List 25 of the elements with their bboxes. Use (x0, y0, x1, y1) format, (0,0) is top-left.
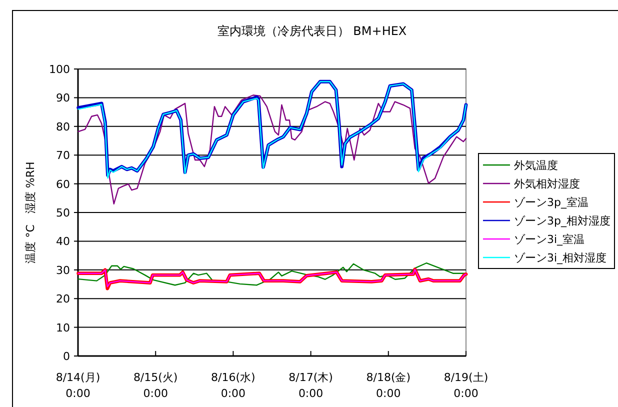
y-tick-label: 0 (63, 350, 70, 363)
y-tick-label: 70 (56, 149, 70, 162)
x-tick-label: 8/16(水) 0:00 (211, 371, 256, 400)
x-tick-label: 8/17(木) 0:00 (288, 371, 333, 400)
y-tick-label: 50 (56, 206, 70, 220)
legend-label: 外気温度 (514, 159, 558, 172)
x-tick-label: 8/19(土) 0:00 (444, 371, 488, 400)
y-tick-label: 80 (56, 120, 70, 134)
y-tick-label: 20 (56, 292, 70, 306)
y-tick-label: 10 (56, 321, 70, 334)
x-tick-label: 8/14(月) 0:00 (56, 371, 100, 400)
legend-label: ゾーン3i_室温 (514, 233, 585, 246)
y-tick-label: 30 (56, 264, 70, 277)
legend-label: 外気相対湿度 (514, 178, 580, 190)
y-tick-label: 100 (49, 63, 70, 76)
chart-title: 室内環境（冷房代表日） BM+HEX (217, 24, 407, 38)
legend-label: ゾーン3p_室温 (514, 196, 588, 209)
y-tick-label: 60 (56, 178, 70, 191)
x-tick-label: 8/15(火) 0:00 (133, 371, 178, 400)
y-axis-title: 温度 °C 湿度 %RH (24, 162, 37, 264)
x-tick-label: 8/18(金) 0:00 (366, 371, 411, 400)
legend-label: ゾーン3i_相対湿度 (514, 252, 607, 264)
legend-label: ゾーン3p_相対湿度 (514, 214, 610, 228)
y-tick-label: 90 (56, 92, 70, 105)
y-tick-label: 40 (56, 235, 70, 248)
